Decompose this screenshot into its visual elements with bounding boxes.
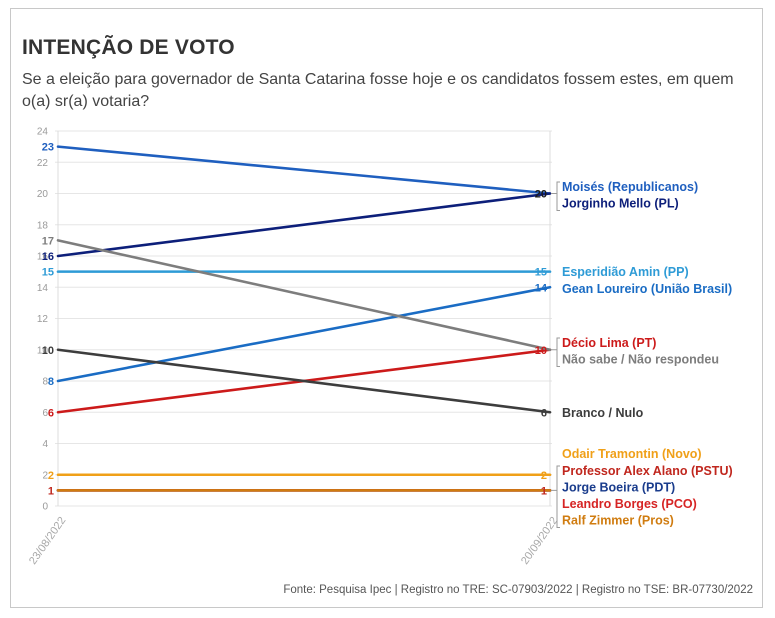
legend-label-gean-loureiro-uniao-brasil: Gean Loureiro (União Brasil)	[562, 282, 732, 296]
end-group-bracket	[551, 465, 560, 528]
y-tick-label: 6	[42, 408, 48, 419]
y-tick-label: 0	[42, 502, 48, 513]
legend-label-jorginho-mello-pl: Jorginho Mello (PL)	[562, 197, 679, 211]
start-value-label: 16	[42, 251, 54, 263]
start-value-label: 15	[42, 267, 54, 279]
legend-label-branco-nulo: Branco / Nulo	[562, 406, 644, 420]
y-tick-label: 22	[37, 158, 49, 169]
start-value-label: 6	[48, 407, 54, 419]
y-tick-label: 14	[37, 283, 49, 294]
legend-label-jorge-boeira-pdt: Jorge Boeira (PDT)	[562, 481, 675, 495]
y-tick-label: 12	[37, 314, 49, 325]
legend-label-leandro-borges-pco: Leandro Borges (PCO)	[562, 497, 697, 511]
legend-label-nao-sabe-nao-respondeu: Não sabe / Não respondeu	[562, 353, 719, 367]
x-tick-label: 23/08/2022	[27, 515, 68, 567]
legend-label-professor-alex-alano-pstu: Professor Alex Alano (PSTU)	[562, 464, 733, 478]
series-line-nao-sabe-nao-respondeu	[56, 239, 552, 352]
y-tick-label: 4	[42, 439, 48, 450]
legend-label-decio-lima-pt: Décio Lima (PT)	[562, 336, 656, 350]
y-tick-label: 8	[42, 377, 48, 388]
legend-label-odair-tramontin-novo: Odair Tramontin (Novo)	[562, 447, 702, 461]
end-value-label: 10	[535, 345, 547, 357]
y-tick-label: 10	[37, 345, 49, 356]
end-value-label: 14	[535, 282, 548, 294]
legend-label-esperidiao-amin-pp: Esperidião Amin (PP)	[562, 265, 689, 279]
y-tick-label: 16	[37, 252, 49, 263]
chart-title: INTENÇÃO DE VOTO	[22, 36, 235, 59]
start-value-label: 10	[42, 345, 54, 357]
end-group-bracket	[551, 337, 560, 367]
y-tick-label: 18	[37, 220, 49, 231]
series-line-moises-republicanos	[56, 145, 552, 195]
end-group-bracket	[551, 181, 560, 211]
series-line-gean-loureiro-uniao-brasil	[56, 285, 552, 383]
chart-subtitle: Se a eleição para governador de Santa Ca…	[22, 71, 734, 110]
end-value-label: 1	[541, 485, 547, 497]
start-value-label: 2	[48, 470, 54, 482]
source-note: Fonte: Pesquisa Ipec | Registro no TRE: …	[283, 584, 753, 596]
legend-label-ralf-zimmer-pros: Ralf Zimmer (Pros)	[562, 514, 674, 528]
x-tick-label: 20/09/2022	[519, 515, 560, 567]
end-value-label: 2	[541, 470, 547, 482]
series-line-branco-nulo	[56, 348, 552, 414]
y-tick-label: 20	[37, 189, 49, 200]
start-value-label: 8	[48, 376, 54, 388]
end-value-label: 15	[535, 267, 547, 279]
series-line-jorginho-mello-pl	[56, 192, 552, 258]
legend-label-moises-republicanos: Moisés (Republicanos)	[562, 180, 698, 194]
end-value-label: 6	[541, 407, 547, 419]
start-value-label: 17	[42, 235, 54, 247]
chart-frame	[10, 8, 763, 608]
y-tick-label: 2	[42, 470, 48, 481]
start-value-label: 23	[42, 142, 54, 154]
end-value-label: 20	[535, 189, 547, 201]
y-tick-label: 24	[37, 127, 49, 138]
start-value-label: 1	[48, 485, 54, 497]
